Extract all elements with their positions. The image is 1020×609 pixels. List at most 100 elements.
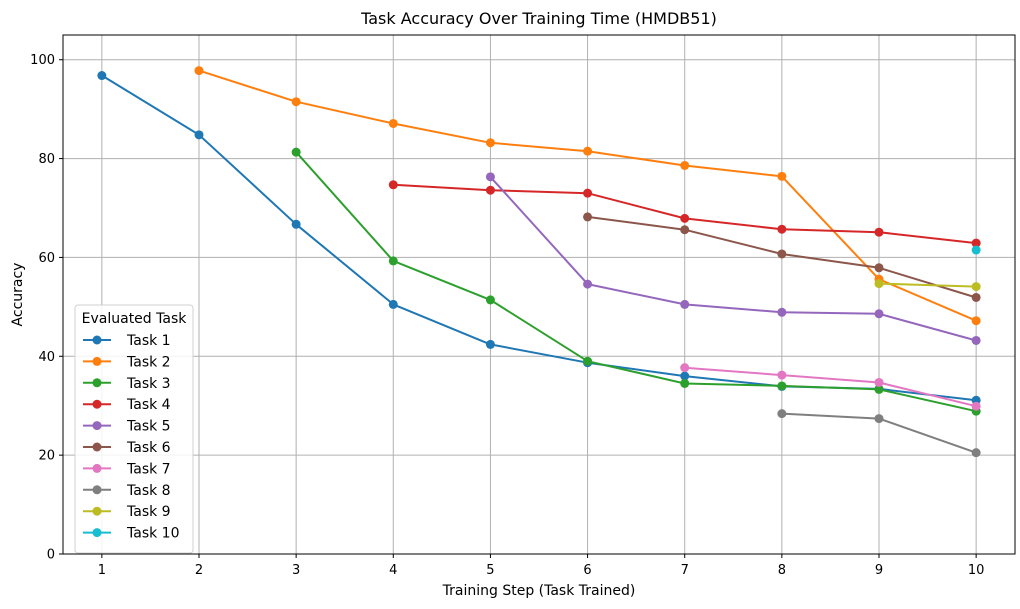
- y-tick-label: 60: [38, 251, 55, 266]
- legend-item: Task 5: [83, 419, 171, 435]
- data-point: [874, 227, 884, 237]
- series-layer: [97, 66, 981, 458]
- legend-marker: [92, 335, 102, 345]
- data-point: [388, 180, 398, 190]
- data-point: [388, 299, 398, 309]
- y-tick-label: 80: [38, 152, 55, 167]
- legend-item: Task 4: [83, 397, 171, 413]
- series-line: [878, 282, 977, 288]
- legend-marker: [92, 463, 102, 473]
- y-tick-label: 100: [30, 53, 55, 68]
- data-point: [971, 292, 981, 302]
- series-task-9: [874, 279, 981, 292]
- y-tick-label: 0: [47, 548, 55, 563]
- data-point: [680, 225, 690, 235]
- x-tick-label: 3: [292, 563, 300, 578]
- series-task-3: [291, 147, 981, 416]
- x-tick-label: 6: [583, 563, 591, 578]
- series-line: [489, 176, 977, 342]
- data-point: [485, 185, 495, 195]
- legend-label: Task 10: [126, 526, 179, 542]
- legend-label: Task 3: [126, 376, 171, 392]
- legend-item: Task 8: [83, 483, 171, 499]
- legend-label: Task 5: [126, 419, 171, 435]
- data-point: [971, 245, 981, 255]
- series-task-5: [485, 172, 981, 345]
- data-point: [485, 172, 495, 182]
- legend-marker: [92, 378, 102, 388]
- data-point: [874, 263, 884, 273]
- data-point: [583, 356, 593, 366]
- data-point: [971, 238, 981, 248]
- data-point: [680, 213, 690, 223]
- legend-item: Task 1: [83, 333, 171, 349]
- data-point: [777, 249, 787, 259]
- x-tick-label: 10: [968, 563, 985, 578]
- x-tick-label: 4: [389, 563, 397, 578]
- x-tick-label: 7: [681, 563, 689, 578]
- series-task-4: [388, 180, 981, 248]
- x-tick-label: 1: [98, 563, 106, 578]
- legend-item: Task 7: [83, 461, 171, 477]
- data-point: [777, 370, 787, 380]
- data-point: [583, 212, 593, 222]
- legend-title: Evaluated Task: [82, 311, 188, 327]
- data-point: [874, 377, 884, 387]
- legend-item: Task 10: [83, 526, 179, 542]
- data-point: [583, 188, 593, 198]
- x-tick-label: 8: [778, 563, 786, 578]
- data-point: [291, 147, 301, 157]
- legend-item: Task 9: [83, 504, 171, 520]
- data-point: [97, 71, 107, 81]
- legend-label: Task 4: [126, 397, 171, 413]
- legend: Evaluated Task Task 1 Task 2 Task 3 Task 4 Ta…: [74, 304, 194, 554]
- data-point: [777, 224, 787, 234]
- data-point: [680, 160, 690, 170]
- legend-marker: [92, 485, 102, 495]
- data-point: [485, 339, 495, 349]
- data-point: [777, 171, 787, 181]
- legend-label: Task 6: [126, 440, 171, 456]
- legend-marker: [92, 356, 102, 366]
- data-point: [874, 279, 884, 289]
- legend-label: Task 7: [126, 461, 171, 477]
- data-point: [680, 378, 690, 388]
- x-axis-label: Training Step (Task Trained): [442, 583, 636, 599]
- legend-marker: [92, 399, 102, 409]
- data-point: [971, 316, 981, 326]
- plot-frame: [62, 34, 1016, 555]
- data-point: [680, 371, 690, 381]
- y-tick-label: 20: [38, 449, 55, 464]
- x-tick-label: 9: [875, 563, 883, 578]
- legend-marker: [92, 421, 102, 431]
- legend-box: [74, 304, 194, 554]
- data-point: [291, 219, 301, 229]
- data-point: [874, 414, 884, 424]
- series-line: [295, 151, 977, 413]
- data-point: [680, 363, 690, 373]
- legend-label: Task 1: [126, 333, 171, 349]
- data-point: [777, 307, 787, 317]
- series-task-8: [777, 409, 981, 458]
- data-point: [583, 279, 593, 289]
- chart-title: Task Accuracy Over Training Time (HMDB51…: [360, 9, 717, 28]
- data-point: [388, 256, 398, 266]
- series-task-6: [583, 212, 981, 302]
- data-point: [777, 409, 787, 419]
- data-point: [971, 282, 981, 292]
- legend-label: Task 8: [126, 483, 171, 499]
- y-axis-label: Accuracy: [10, 263, 26, 327]
- legend-marker: [92, 528, 102, 538]
- legend-label: Task 9: [126, 504, 171, 520]
- series-line: [684, 366, 977, 408]
- data-point: [485, 295, 495, 305]
- x-tick-label: 5: [486, 563, 494, 578]
- data-point: [874, 384, 884, 394]
- data-point: [971, 448, 981, 458]
- data-point: [971, 335, 981, 345]
- data-point: [291, 97, 301, 107]
- legend-label: Task 2: [126, 354, 171, 370]
- legend-item: Task 2: [83, 354, 171, 370]
